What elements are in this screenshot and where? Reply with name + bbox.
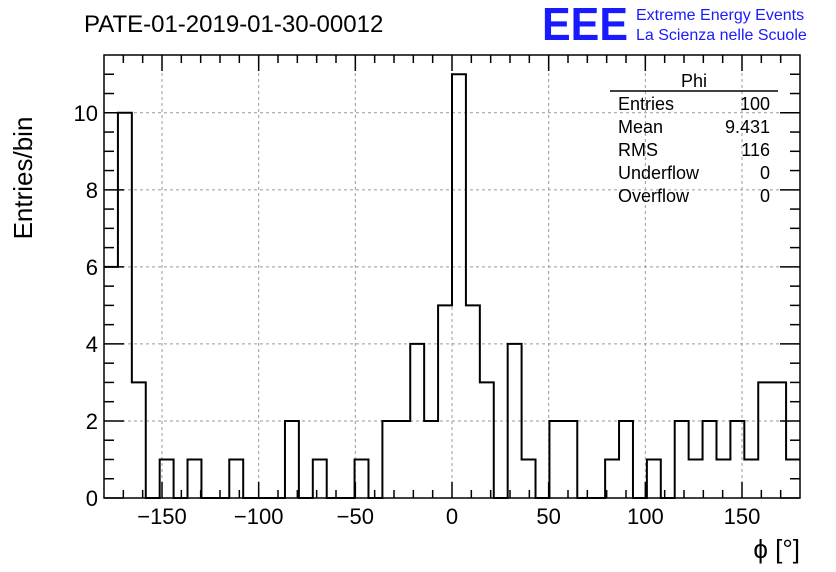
y-tick-label: 6: [86, 255, 98, 280]
y-tick-label: 4: [86, 332, 98, 357]
stats-label: Mean: [618, 117, 663, 137]
stats-box: Phi Entries 100 Mean 9.431 RMS 116 Underflow 0 O…: [610, 71, 778, 206]
stats-label: Entries: [618, 94, 674, 114]
y-tick-label: 8: [86, 178, 98, 203]
y-tick-label: 0: [86, 486, 98, 511]
stats-value: 9.431: [725, 117, 770, 137]
stats-value: 0: [760, 163, 770, 183]
stats-value: 0: [760, 186, 770, 206]
x-tick-label: 0: [446, 504, 458, 529]
y-axis-label: Entries/bin: [8, 117, 38, 240]
eee-logo: EEE: [542, 0, 628, 50]
x-tick-label: −100: [234, 504, 284, 529]
chart-title: PATE-01-2019-01-30-00012: [84, 11, 383, 38]
stats-label: Underflow: [618, 163, 700, 183]
stats-label: RMS: [618, 140, 658, 160]
x-axis-label: ϕ [°]: [753, 534, 800, 564]
stats-value: 116: [741, 140, 770, 160]
x-tick-label: −150: [137, 504, 187, 529]
x-tick-label: 50: [536, 504, 560, 529]
stats-title: Phi: [681, 71, 707, 91]
x-tick-label: 150: [724, 504, 761, 529]
brand-line-2: La Scienza nelle Scuole: [636, 27, 807, 44]
y-tick-label: 2: [86, 409, 98, 434]
stats-value: 100: [740, 94, 770, 114]
x-tick-label: −50: [337, 504, 374, 529]
y-tick-label: 10: [74, 101, 98, 126]
axis-ticks: [104, 55, 800, 499]
brand-line-1: Extreme Energy Events: [636, 7, 804, 24]
stats-label: Overflow: [618, 186, 690, 206]
x-tick-label: 100: [627, 504, 664, 529]
x-tick-labels: −150 −100 −50 0 50 100 150: [137, 504, 760, 529]
y-tick-labels: 0 2 4 6 8 10: [74, 101, 98, 511]
